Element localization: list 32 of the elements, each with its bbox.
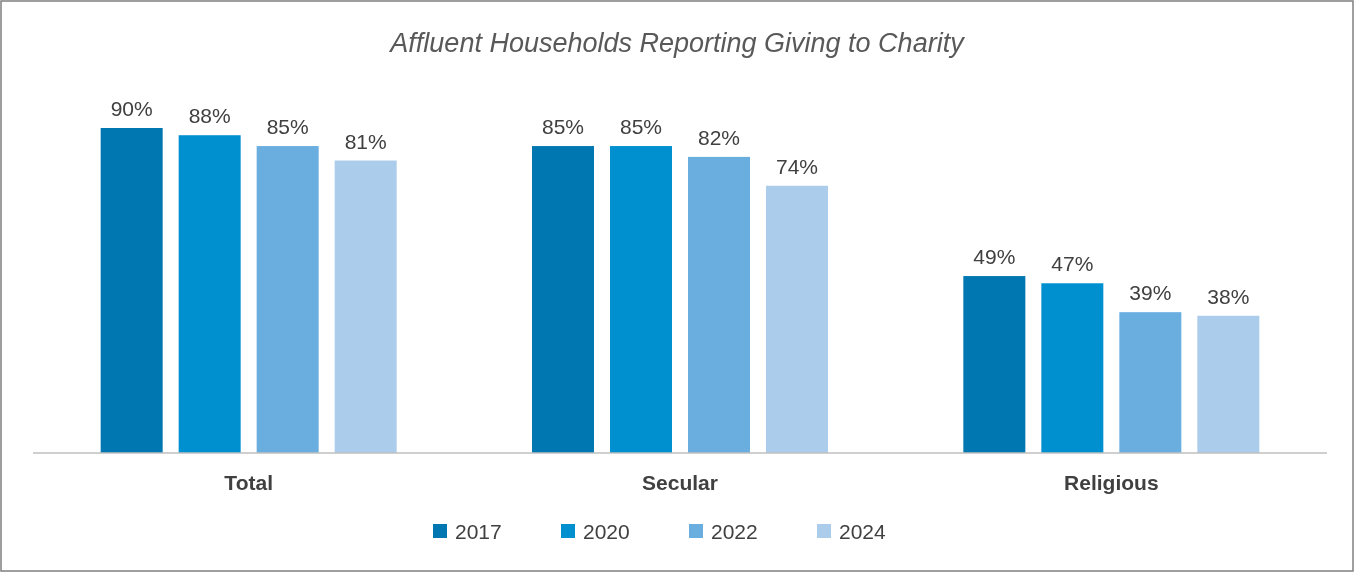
bar: [1041, 283, 1104, 453]
bar: [1119, 312, 1182, 453]
data-label: 90%: [110, 97, 153, 120]
data-label: 74%: [775, 154, 819, 178]
data-label: 85%: [619, 115, 663, 139]
data-label: 49%: [973, 245, 1016, 269]
legend-label: 2022: [711, 520, 758, 543]
legend-label: 2024: [839, 520, 887, 543]
data-label: 82%: [697, 125, 741, 149]
bar: [766, 185, 828, 453]
legend-label: 2017: [455, 520, 502, 543]
data-label: 85%: [266, 115, 309, 139]
data-label: 85%: [541, 115, 585, 139]
data-label: 47%: [1051, 252, 1094, 276]
data-label: 88%: [188, 104, 231, 128]
bar: [256, 146, 319, 453]
x-tick-label: Secular: [642, 471, 718, 494]
bar: [610, 146, 672, 453]
data-label: 39%: [1129, 281, 1172, 305]
bar: [532, 146, 594, 453]
x-tick-label: Religious: [1064, 471, 1159, 494]
bar: [688, 156, 750, 453]
bar: [334, 160, 397, 453]
data-label: 38%: [1207, 284, 1250, 308]
bar: [963, 276, 1026, 453]
bar: [1197, 315, 1260, 453]
chart-title: Affluent Households Reporting Giving to Charity: [388, 28, 966, 58]
data-label: 81%: [344, 129, 387, 153]
x-tick-label: Total: [224, 471, 273, 494]
legend-label: 2020: [583, 520, 630, 543]
bar: [100, 128, 163, 453]
bar: [178, 135, 241, 453]
